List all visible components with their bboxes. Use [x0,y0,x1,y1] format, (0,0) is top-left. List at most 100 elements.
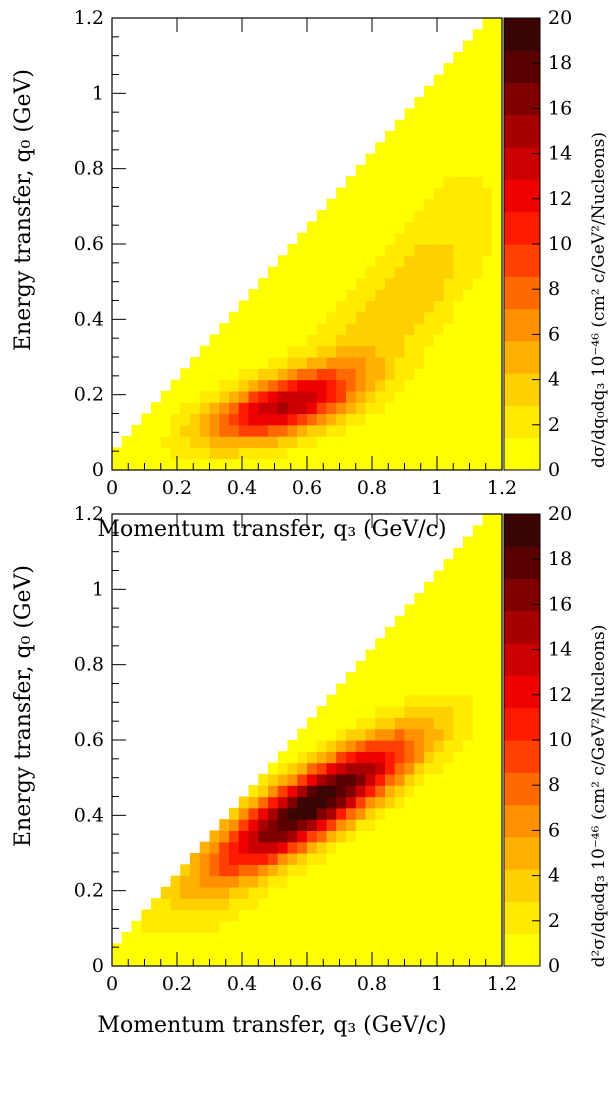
heatmap-cell [414,773,425,786]
heatmap-cell [248,807,259,820]
heatmap-cell [209,875,220,888]
heatmap-cell [463,255,474,268]
heatmap-cell [385,830,396,843]
heatmap-cell [404,740,415,752]
heatmap-cell [482,176,493,189]
heatmap-cell [297,266,308,279]
heatmap-cell [414,875,425,888]
heatmap-cell [365,402,376,415]
heatmap-cell [385,819,396,831]
heatmap-cell [404,187,415,200]
heatmap-cell [385,954,396,967]
heatmap-cell [463,694,474,707]
heatmap-cell [414,593,425,605]
heatmap-cell [394,266,406,279]
heatmap-cell [326,706,337,718]
x-tick-label: 1.2 [487,973,517,995]
heatmap-cell [375,153,386,166]
heatmap-cell [151,932,162,944]
heatmap-cell [414,830,425,843]
heatmap-cell [424,379,435,392]
heatmap-cell [472,875,484,888]
heatmap-cell [492,706,503,718]
heatmap-cell [316,796,328,809]
heatmap-cell [160,898,172,911]
heatmap-cell [472,909,484,922]
colorbar-segment [504,373,540,406]
heatmap-cell [394,728,406,741]
heatmap-cell [336,875,347,888]
heatmap-cell [482,627,493,639]
heatmap-cell [433,108,445,121]
heatmap-cell [336,266,347,279]
heatmap-cell [492,402,503,415]
heatmap-cell [375,864,386,877]
heatmap-cell [482,198,493,211]
heatmap-cell [394,164,406,177]
heatmap-cell [433,266,445,279]
heatmap-cell [453,954,464,967]
heatmap-cell [404,119,415,132]
heatmap-cell [453,762,464,775]
heatmap-cell [414,728,425,741]
heatmap-cell [385,660,396,673]
heatmap-cell [219,402,230,415]
heatmap-cell [365,898,376,911]
heatmap-cell [453,108,464,121]
heatmap-cell [424,244,435,256]
heatmap-cell [375,277,386,290]
heatmap-cell [414,198,425,211]
heatmap-cell [463,40,474,53]
heatmap-cell [463,593,474,605]
heatmap-cell [268,830,279,843]
heatmap-cell [170,898,181,911]
heatmap-cell [355,210,367,222]
heatmap-cell [297,323,308,335]
heatmap-cell [472,210,484,222]
heatmap-cell [433,289,445,302]
heatmap-cell [404,300,415,313]
heatmap-cell [482,728,493,741]
heatmap-cell [443,864,454,877]
heatmap-cell [268,932,279,944]
heatmap-cell [472,357,484,369]
heatmap-cell [394,943,406,956]
heatmap-cell [180,898,191,911]
heatmap-cell [492,604,503,617]
heatmap-cell [492,458,503,471]
heatmap-cell [219,864,230,877]
axes: 0 0.2 0.4 0.6 0.8 1 1.200.20.40.60.811.2 [74,503,517,995]
heatmap-cell [180,402,191,415]
heatmap-cell [424,311,435,324]
heatmap-cell [482,97,493,109]
heatmap-cell [443,706,454,718]
heatmap-cell [414,142,425,155]
heatmap-cell [463,424,474,437]
heatmap-cell [326,266,337,279]
heatmap-cell [453,447,464,460]
heatmap-cell [326,323,337,335]
heatmap-cell [404,424,415,437]
heatmap-cell [433,300,445,313]
heatmap-cell [453,244,464,256]
heatmap-cell [385,898,396,911]
heatmap-cell [424,672,435,685]
heatmap-cell [365,436,376,448]
heatmap-cell [268,413,279,426]
heatmap-cell [463,898,474,911]
colorbar-segment [504,405,540,439]
heatmap-cell [482,368,493,381]
heatmap-cell [248,785,259,798]
heatmap-cell [404,807,415,820]
heatmap-cell [463,954,474,967]
heatmap-cell [336,255,347,268]
heatmap-cell [414,97,425,109]
colorbar-segment [504,211,540,245]
heatmap-cell [151,920,162,933]
heatmap-cell [355,198,367,211]
heatmap-cell [248,357,259,369]
heatmap-cell [424,694,435,707]
heatmap-cell [463,97,474,109]
heatmap-cell [287,740,298,752]
heatmap-cell [492,954,503,967]
